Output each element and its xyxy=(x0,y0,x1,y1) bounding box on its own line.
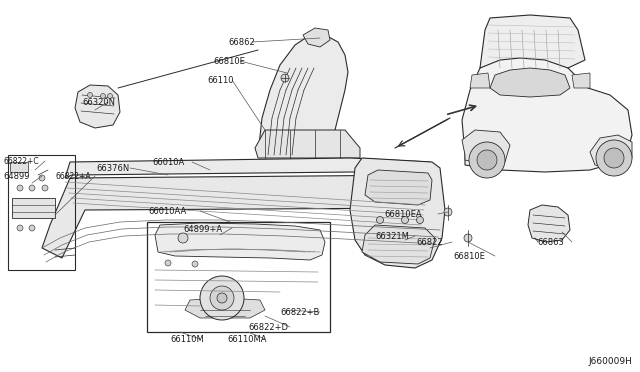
Polygon shape xyxy=(255,130,360,158)
Circle shape xyxy=(376,217,383,224)
Circle shape xyxy=(17,185,23,191)
Text: 66376N: 66376N xyxy=(96,164,129,173)
Circle shape xyxy=(477,150,497,170)
Polygon shape xyxy=(65,158,432,178)
Polygon shape xyxy=(490,68,570,97)
Polygon shape xyxy=(12,198,55,218)
Polygon shape xyxy=(462,48,632,172)
Circle shape xyxy=(217,293,227,303)
Circle shape xyxy=(200,276,244,320)
Polygon shape xyxy=(350,158,445,268)
Circle shape xyxy=(178,233,188,243)
Text: 64899: 64899 xyxy=(3,172,29,181)
Text: 66321M: 66321M xyxy=(375,232,409,241)
Circle shape xyxy=(469,142,505,178)
Text: 66810E: 66810E xyxy=(453,252,485,261)
Text: 66010A: 66010A xyxy=(152,158,184,167)
Text: 64899+A: 64899+A xyxy=(183,225,222,234)
Circle shape xyxy=(165,260,171,266)
Polygon shape xyxy=(75,85,120,128)
Text: 66110M: 66110M xyxy=(170,335,204,344)
Polygon shape xyxy=(365,170,432,205)
Circle shape xyxy=(596,140,632,176)
Circle shape xyxy=(39,175,45,181)
Polygon shape xyxy=(480,15,585,68)
Text: 66110: 66110 xyxy=(207,76,234,85)
Text: 66110MA: 66110MA xyxy=(227,335,266,344)
Text: 66010AA: 66010AA xyxy=(148,207,186,216)
Circle shape xyxy=(42,185,48,191)
Text: 66822+C: 66822+C xyxy=(3,157,38,166)
Circle shape xyxy=(401,217,408,224)
Text: 66822+B: 66822+B xyxy=(280,308,319,317)
Circle shape xyxy=(29,225,35,231)
Text: J660009H: J660009H xyxy=(588,357,632,366)
Text: 66810E: 66810E xyxy=(213,57,245,66)
Polygon shape xyxy=(303,28,330,47)
Polygon shape xyxy=(572,73,590,88)
Polygon shape xyxy=(10,162,28,172)
Polygon shape xyxy=(155,223,325,260)
Polygon shape xyxy=(258,35,348,158)
Circle shape xyxy=(464,234,472,242)
Circle shape xyxy=(604,148,624,168)
Circle shape xyxy=(210,286,234,310)
Circle shape xyxy=(17,225,23,231)
Text: 66822+A: 66822+A xyxy=(55,172,91,181)
Circle shape xyxy=(417,217,424,224)
Circle shape xyxy=(29,185,35,191)
Text: 66863: 66863 xyxy=(537,238,564,247)
Circle shape xyxy=(88,93,93,97)
Polygon shape xyxy=(462,130,510,165)
Polygon shape xyxy=(470,73,490,88)
Text: 66320N: 66320N xyxy=(82,98,115,107)
Text: 66862: 66862 xyxy=(228,38,255,47)
Text: 66810EA: 66810EA xyxy=(384,210,422,219)
Polygon shape xyxy=(362,225,435,264)
Circle shape xyxy=(100,93,106,99)
Circle shape xyxy=(108,93,113,99)
Polygon shape xyxy=(42,175,438,258)
Polygon shape xyxy=(185,298,265,318)
Text: 66822: 66822 xyxy=(416,238,443,247)
Circle shape xyxy=(444,208,452,216)
Polygon shape xyxy=(528,205,570,242)
Circle shape xyxy=(192,261,198,267)
Polygon shape xyxy=(590,135,632,166)
Circle shape xyxy=(281,74,289,82)
Text: 66822+D: 66822+D xyxy=(248,323,288,332)
